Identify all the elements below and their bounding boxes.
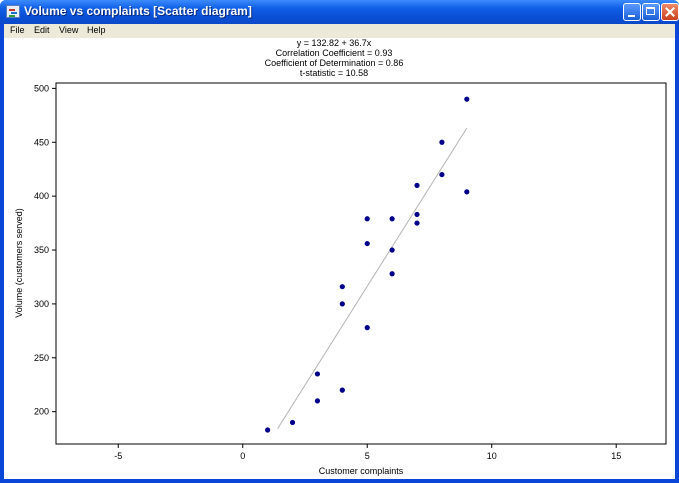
title-bar[interactable]: Volume vs complaints [Scatter diagram] <box>0 0 679 24</box>
window-title: Volume vs complaints [Scatter diagram] <box>24 4 252 18</box>
data-point-5 <box>339 301 345 307</box>
scatter-plot: -5 0 5 10 15 200 250 300 350 400 450 500 Customer c… <box>14 82 667 476</box>
data-point-14 <box>414 211 420 218</box>
x-tick-label: 5 <box>365 451 370 461</box>
data-point-8 <box>364 240 370 247</box>
regression-line <box>277 127 468 429</box>
y-tick-label: 400 <box>34 191 49 201</box>
data-point-12 <box>389 216 395 222</box>
close-button[interactable] <box>661 3 679 21</box>
y-tick-label: 300 <box>34 299 49 309</box>
data-point-7 <box>364 325 370 331</box>
data-point-18 <box>464 189 470 195</box>
data-point-4 <box>339 387 345 393</box>
x-tick-label: 0 <box>240 451 245 461</box>
regression-stats: y = 132.82 + 36.7x Correlation Coefficie… <box>4 38 664 78</box>
regression-equation: y = 132.82 + 36.7x <box>296 38 372 48</box>
y-axis-label: Volume (customers served) <box>14 208 24 318</box>
y-tick-label: 200 <box>34 407 49 417</box>
x-tick-label: 15 <box>611 451 621 461</box>
y-tick-label: 450 <box>34 137 49 147</box>
t-statistic: t-statistic = 10.58 <box>299 68 369 78</box>
chart-area: y = 132.82 + 36.7x Correlation Coefficie… <box>4 38 675 479</box>
x-tick-label: 10 <box>487 451 497 461</box>
data-point-13 <box>414 220 420 226</box>
menu-edit[interactable]: Edit <box>34 25 50 35</box>
correlation-coefficient: Correlation Coefficient = 0.93 <box>275 48 393 58</box>
data-point-17 <box>439 139 445 145</box>
data-point-2 <box>314 398 321 404</box>
y-tick-label: 250 <box>34 353 49 363</box>
menu-view[interactable]: View <box>59 25 79 35</box>
menu-help[interactable]: Help <box>87 25 106 35</box>
data-point-3 <box>314 371 321 377</box>
coefficient-of-determination: Coefficient of Determination = 0.86 <box>264 58 404 68</box>
x-axis-label: Customer complaints <box>319 466 404 476</box>
data-point-11 <box>389 247 395 253</box>
data-point-9 <box>364 216 370 222</box>
data-point-16 <box>439 171 445 178</box>
data-point-0 <box>265 427 271 433</box>
menu-bar: File Edit View Help <box>4 24 675 38</box>
data-point-15 <box>414 182 420 188</box>
menu-file[interactable]: File <box>10 25 25 35</box>
y-tick-label: 350 <box>34 245 49 255</box>
x-tick-label: -5 <box>114 451 122 461</box>
plot-frame <box>55 82 667 445</box>
data-point-6 <box>339 284 345 290</box>
data-point-1 <box>289 419 296 426</box>
minimize-button[interactable] <box>623 3 641 21</box>
data-point-19 <box>464 96 470 102</box>
maximize-button[interactable] <box>642 3 660 21</box>
y-tick-label: 500 <box>34 83 49 93</box>
chart-app-icon[interactable] <box>6 5 20 18</box>
data-point-10 <box>389 271 395 277</box>
